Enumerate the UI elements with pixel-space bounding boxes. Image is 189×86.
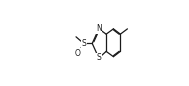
Text: S: S	[81, 39, 86, 48]
Text: O: O	[75, 49, 81, 58]
Text: S: S	[96, 53, 101, 63]
Text: N: N	[96, 24, 102, 33]
